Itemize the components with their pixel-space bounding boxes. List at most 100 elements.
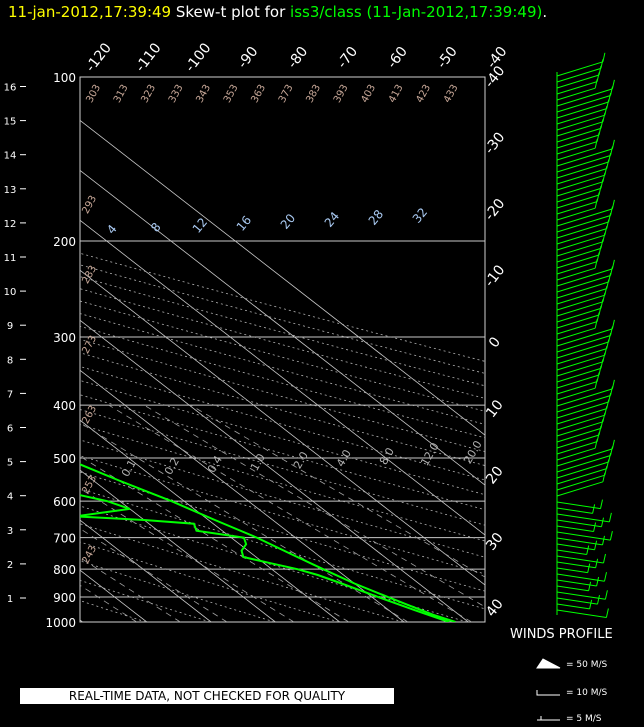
wind-barb-shaft bbox=[556, 254, 600, 269]
wind-barb-shaft bbox=[556, 268, 613, 287]
height-km-label: 6 bbox=[7, 424, 13, 435]
wind-barb-shaft bbox=[556, 148, 613, 167]
pressure-label: 200 bbox=[53, 235, 76, 249]
wind-barb-shaft bbox=[556, 127, 602, 143]
height-km-label: 10 bbox=[4, 287, 17, 298]
mixing-ratio-label: 4.0 bbox=[334, 447, 354, 469]
mixing-ratio-label: 0.1 bbox=[119, 457, 139, 479]
moist-adiabat-label: 28 bbox=[366, 207, 387, 228]
height-km-label: 4 bbox=[7, 492, 13, 503]
dry-adiabat-label: 353 bbox=[222, 83, 241, 105]
isotherm-line bbox=[80, 419, 340, 622]
mixing-ratio-label: 20.0 bbox=[461, 438, 485, 466]
dry-adiabat-label: 383 bbox=[304, 83, 323, 105]
wind-barb-feather bbox=[608, 512, 612, 523]
right-temperature-label: 0 bbox=[486, 334, 504, 351]
wind-barb-shaft bbox=[556, 328, 613, 347]
pressure-label: 500 bbox=[53, 452, 76, 466]
dry-adiabat-label: 373 bbox=[277, 83, 296, 105]
wind-barb-shaft bbox=[556, 361, 604, 377]
top-temperature-label: -100 bbox=[182, 40, 214, 75]
wind-barb-feather bbox=[604, 590, 608, 600]
dewpoint-profile-line bbox=[80, 494, 450, 622]
dry-adiabat-line bbox=[80, 488, 485, 610]
wind-barb-shaft bbox=[556, 441, 598, 455]
wind-barb-shaft bbox=[556, 161, 609, 179]
wind-barb-shaft bbox=[556, 481, 604, 497]
moist-adiabat-label: 20 bbox=[278, 211, 299, 232]
wind-barb-shaft bbox=[556, 87, 596, 101]
dry-adiabat-line bbox=[80, 541, 339, 622]
wind-barb-feather bbox=[594, 319, 598, 329]
isotherm-line bbox=[80, 319, 469, 622]
wind-barb-shaft bbox=[556, 408, 607, 425]
wind-barb-shaft bbox=[556, 247, 602, 263]
right-temperature-label: -30 bbox=[482, 129, 509, 157]
wind-barb-feather bbox=[604, 572, 607, 582]
height-km-label: 1 bbox=[7, 594, 13, 605]
wind-barb-shaft bbox=[556, 134, 600, 149]
wind-barb-feather bbox=[602, 232, 606, 242]
wind-barb-shaft bbox=[556, 387, 596, 401]
dry-adiabat-line bbox=[80, 380, 485, 496]
dry-adiabat-line bbox=[80, 409, 485, 526]
wind-barb-shaft bbox=[556, 327, 596, 341]
wind-barb-feather bbox=[594, 139, 598, 149]
wind-barb-shaft bbox=[556, 395, 611, 413]
wind-barb-feather bbox=[586, 545, 590, 555]
isotherm-line bbox=[80, 519, 212, 622]
dry-adiabat-line bbox=[80, 252, 485, 362]
top-temperature-label: -120 bbox=[83, 40, 115, 75]
height-km-label: 14 bbox=[4, 151, 17, 162]
dry-adiabat-label: 393 bbox=[332, 83, 351, 105]
legend-label-50: = 50 M/S bbox=[566, 660, 608, 670]
wind-barb-shaft bbox=[556, 241, 604, 257]
mixing-ratio-line bbox=[80, 557, 181, 622]
dry-adiabat-line bbox=[80, 394, 485, 511]
wind-barb-shaft bbox=[556, 168, 607, 185]
pressure-label: 700 bbox=[53, 532, 76, 546]
mixing-ratio-line bbox=[143, 404, 485, 608]
mixing-ratio-line bbox=[80, 487, 295, 622]
wind-barb-shaft bbox=[556, 307, 602, 323]
wind-barb-shaft bbox=[556, 525, 594, 532]
wind-barb-feather bbox=[594, 199, 598, 209]
wind-barb-shaft bbox=[556, 585, 589, 592]
wind-barb-shaft bbox=[556, 288, 607, 305]
height-km-label: 16 bbox=[4, 83, 17, 94]
pennant-barb-icon bbox=[536, 658, 561, 669]
wind-barb-shaft bbox=[556, 67, 602, 83]
height-km-label: 8 bbox=[7, 355, 13, 366]
height-km-label: 9 bbox=[7, 321, 13, 332]
wind-barb-feather bbox=[594, 439, 598, 449]
wind-barb-shaft bbox=[556, 294, 605, 311]
mixing-ratio-line bbox=[80, 584, 137, 622]
title-suffix: . bbox=[542, 3, 548, 21]
dry-adiabat-label: 343 bbox=[194, 83, 213, 105]
wind-barb-shaft bbox=[556, 341, 609, 359]
legend-label-5: = 5 M/S bbox=[566, 714, 602, 724]
pressure-label: 900 bbox=[53, 591, 76, 605]
quality-notice: REAL-TIME DATA, NOT CHECKED FOR QUALITY bbox=[20, 688, 394, 704]
wind-barb-shaft bbox=[556, 155, 611, 173]
right-temperature-label: -10 bbox=[482, 262, 509, 290]
wind-barb-shaft bbox=[556, 74, 600, 89]
wind-barb-feather bbox=[594, 540, 598, 550]
wind-barb-feather bbox=[602, 472, 606, 482]
isotherm-line bbox=[80, 219, 485, 536]
wind-barb-shaft bbox=[556, 208, 613, 227]
right-temperature-label: -40 bbox=[482, 63, 509, 91]
pressure-label: 400 bbox=[53, 399, 76, 413]
wind-barb-shaft bbox=[556, 567, 588, 574]
height-km-label: 2 bbox=[7, 560, 13, 571]
dry-adiabat-label: 363 bbox=[249, 83, 268, 105]
wind-barb-shaft bbox=[556, 591, 606, 600]
dry-adiabat-line bbox=[80, 276, 485, 387]
wind-barb-shaft bbox=[556, 455, 611, 473]
wind-barb-feather bbox=[602, 292, 606, 302]
top-temperature-label: -110 bbox=[133, 40, 165, 75]
isotherm-line bbox=[80, 369, 405, 622]
wind-barb-shaft bbox=[556, 537, 603, 546]
wind-barb-shaft bbox=[556, 549, 587, 555]
